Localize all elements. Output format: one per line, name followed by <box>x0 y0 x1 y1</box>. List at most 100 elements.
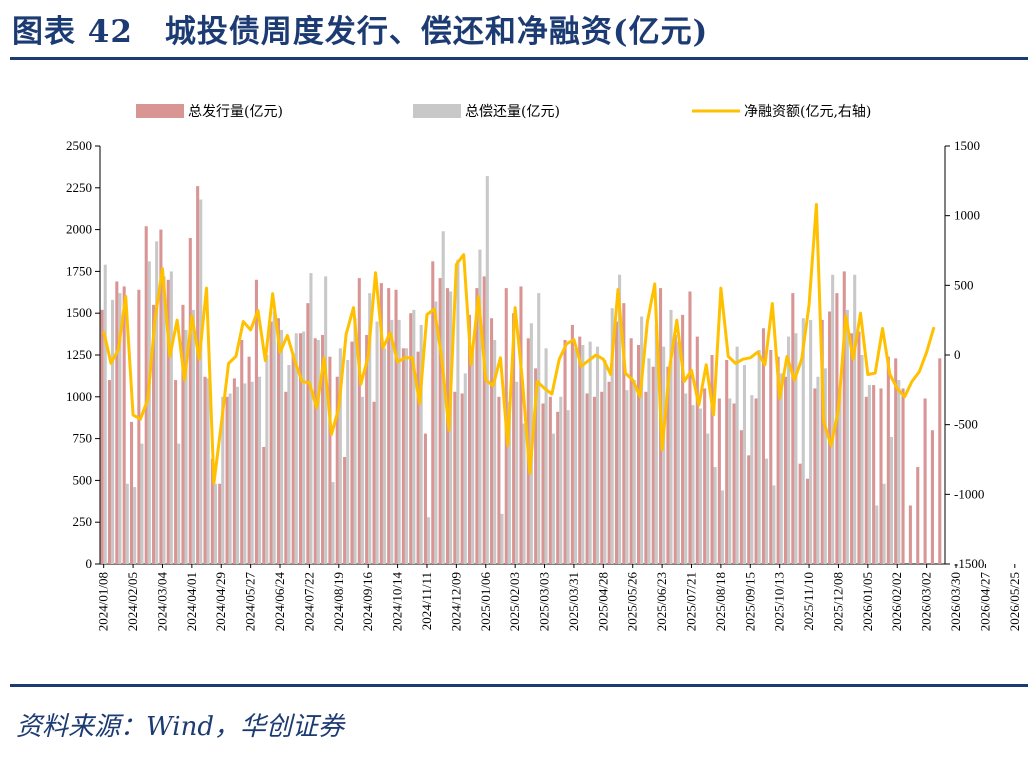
bar-issuance <box>232 378 236 564</box>
bar-issuance <box>519 286 523 564</box>
bar-repayment <box>684 393 688 564</box>
bar-repayment <box>618 274 622 564</box>
bar-issuance <box>585 393 589 564</box>
bar-repayment <box>191 309 195 564</box>
bar-repayment <box>676 341 680 564</box>
bar-repayment <box>566 410 570 564</box>
bar-repayment <box>111 299 115 564</box>
bar-repayment <box>463 373 467 564</box>
bar-repayment <box>588 341 592 564</box>
bar-issuance <box>196 186 200 564</box>
bar-repayment <box>118 293 122 564</box>
bar-issuance <box>482 276 486 564</box>
left-tick-label: 500 <box>73 472 93 487</box>
bar-issuance <box>864 396 868 564</box>
x-tick-label: 2024/06/24 <box>272 572 287 632</box>
bar-issuance <box>497 396 501 564</box>
bar-issuance <box>438 278 442 564</box>
legend: 总发行量(亿元) 总偿还量(亿元) 净融资额(亿元,右轴) <box>136 104 871 120</box>
bar-issuance <box>129 421 134 564</box>
footer-rule <box>10 684 1028 687</box>
left-tick-label: 2250 <box>66 180 92 195</box>
bar-repayment <box>823 368 827 564</box>
bar-repayment <box>515 381 519 564</box>
bars <box>100 176 942 565</box>
bar-repayment <box>199 199 203 564</box>
bar-repayment <box>640 316 644 564</box>
x-tick-label: 2024/04/01 <box>184 572 199 631</box>
bar-issuance <box>651 366 655 564</box>
legend-label-repayment: 总偿还量(亿元) <box>465 104 560 120</box>
bar-repayment <box>801 318 805 564</box>
bar-repayment <box>889 436 893 564</box>
bar-repayment <box>250 381 254 564</box>
bar-issuance <box>710 355 714 564</box>
bar-issuance <box>210 458 214 564</box>
bar-issuance <box>240 339 244 564</box>
bar-repayment <box>691 405 695 564</box>
chart-area: 总发行量(亿元) 总偿还量(亿元) 净融资额(亿元,右轴) 0 250 500 750… <box>32 82 1020 662</box>
net-financing-path <box>102 203 936 485</box>
bar-issuance <box>343 456 347 564</box>
bar-issuance <box>416 351 420 564</box>
bar-issuance <box>379 283 383 564</box>
bar-repayment <box>522 423 526 564</box>
bar-issuance <box>644 391 648 564</box>
bar-repayment <box>412 309 416 564</box>
bar-repayment <box>757 349 761 564</box>
bar-repayment <box>816 376 820 564</box>
bar-repayment <box>397 319 401 564</box>
x-tick-label: 2026/01/05 <box>860 572 875 631</box>
bar-repayment <box>243 383 247 564</box>
x-tick-label: 2024/03/04 <box>154 572 169 632</box>
bar-issuance <box>607 381 611 564</box>
bar-issuance <box>423 433 427 564</box>
bar-issuance <box>313 338 317 564</box>
bar-issuance <box>254 279 258 564</box>
bar-issuance <box>725 360 729 564</box>
bar-issuance <box>203 376 207 564</box>
bar-repayment <box>390 319 394 564</box>
left-tick-label: 250 <box>73 514 93 529</box>
bar-issuance <box>894 358 898 564</box>
bar-issuance <box>276 318 281 564</box>
bar-issuance <box>563 339 567 564</box>
bar-issuance <box>688 291 692 564</box>
figure-title: 图表 42 城投债周度发行、偿还和净融资(亿元) <box>12 14 709 50</box>
bar-repayment <box>338 348 342 564</box>
bar-issuance <box>431 261 435 564</box>
bar-issuance <box>548 396 552 564</box>
bar-repayment <box>853 274 857 564</box>
bar-repayment <box>324 276 328 564</box>
bar-repayment <box>500 513 504 564</box>
bar-repayment <box>831 274 835 564</box>
bar-issuance <box>247 356 251 564</box>
bar-repayment <box>728 398 732 564</box>
bar-issuance <box>908 505 912 564</box>
bar-issuance <box>776 356 780 564</box>
bar-issuance <box>365 334 369 564</box>
bar-repayment <box>331 482 335 564</box>
bar-issuance <box>357 278 361 564</box>
bar-repayment <box>177 443 181 564</box>
bar-issuance <box>328 356 332 564</box>
bar-repayment <box>537 293 541 564</box>
x-tick-label: 2025/02/03 <box>507 572 522 631</box>
bar-issuance <box>857 331 861 564</box>
x-tick-label: 2025/03/03 <box>537 572 552 631</box>
bar-issuance <box>754 398 758 564</box>
bar-issuance <box>629 338 633 564</box>
bar-repayment <box>735 346 739 564</box>
bar-issuance <box>174 380 178 564</box>
bar-repayment <box>280 329 284 564</box>
bar-repayment <box>360 396 364 564</box>
chart-svg: 总发行量(亿元) 总偿还量(亿元) 净融资额(亿元,右轴) 0 250 500 750… <box>66 104 1020 632</box>
bar-repayment <box>867 385 871 564</box>
title-rule <box>10 57 1028 60</box>
bar-repayment <box>779 373 783 564</box>
bar-issuance <box>923 398 927 564</box>
left-tick-label: 2000 <box>66 222 92 237</box>
x-tick-label: 2025/06/23 <box>654 572 669 631</box>
left-tick-label: 1000 <box>66 389 92 404</box>
legend-swatch-issuance <box>136 104 184 118</box>
